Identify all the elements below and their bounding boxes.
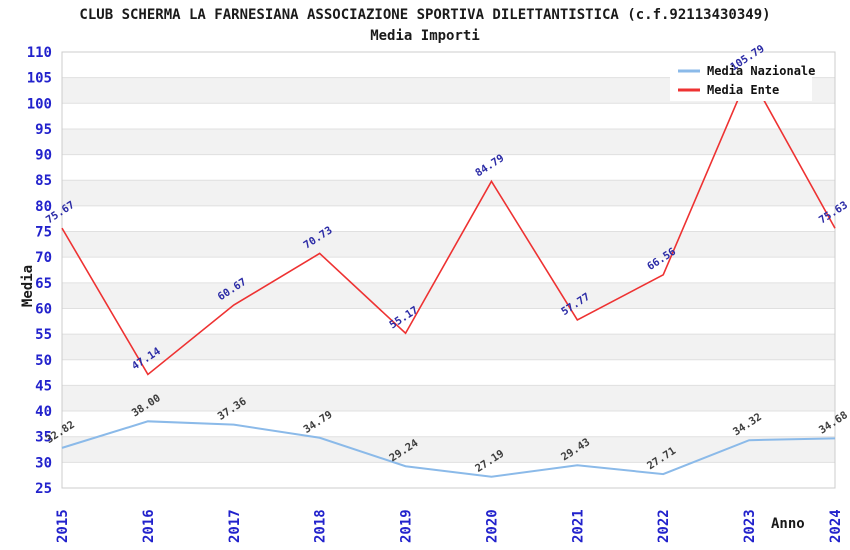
x-tick-label: 2019 [399,509,415,543]
y-tick-label: 60 [35,301,52,317]
y-tick-label: 70 [35,250,52,266]
y-tick-label: 105 [27,71,52,87]
x-tick-label: 2017 [227,509,243,543]
x-tick-label: 2022 [656,509,672,543]
y-tick-label: 35 [35,430,52,446]
y-tick-label: 80 [35,199,52,215]
y-tick-label: 55 [35,327,52,343]
grid-band [62,180,835,206]
y-tick-label: 30 [35,455,52,471]
legend-box [670,57,812,101]
grid-band [62,103,835,129]
y-tick-label: 85 [35,173,52,189]
y-tick-label: 50 [35,353,52,369]
x-axis-title: Anno [771,516,805,532]
grid-band [62,154,835,181]
grid-band [62,282,835,309]
y-tick-label: 75 [35,225,52,241]
grid-band [62,257,835,283]
x-tick-label: 2015 [55,509,71,543]
y-tick-label: 110 [27,45,52,61]
x-tick-label: 2020 [484,509,500,543]
y-tick-label: 45 [35,378,52,394]
y-tick-label: 40 [35,404,52,420]
series-line-media-ente [61,71,836,376]
x-tick-label: 2023 [742,509,758,543]
y-tick-label: 100 [27,96,52,112]
y-tick-label: 95 [35,122,52,138]
y-tick-label: 65 [35,276,52,292]
grid-band [62,231,835,258]
legend-label-media-ente: Media Ente [707,83,779,97]
grid-band [62,462,835,488]
grid-band [62,128,835,155]
y-tick-label: 25 [35,481,52,497]
chart-subtitle: Media Importi [370,28,480,44]
plot-border [61,51,836,489]
x-tick-label: 2021 [570,509,586,543]
grid-band [62,334,835,360]
grid-band [62,436,835,463]
series-line-media-nazionale [61,420,836,478]
x-tick-label: 2016 [141,509,157,543]
grid-band [62,411,835,437]
grid-band [62,205,835,232]
grid-band [62,308,835,335]
grid-band [62,359,835,386]
grid-band [62,385,835,412]
x-tick-label: 2018 [313,509,329,543]
chart-title: CLUB SCHERMA LA FARNESIANA ASSOCIAZIONE … [79,7,771,23]
y-tick-label: 90 [35,148,52,164]
legend-label-media-nazionale: Media Nazionale [707,64,815,78]
x-tick-label: 2024 [828,509,844,543]
